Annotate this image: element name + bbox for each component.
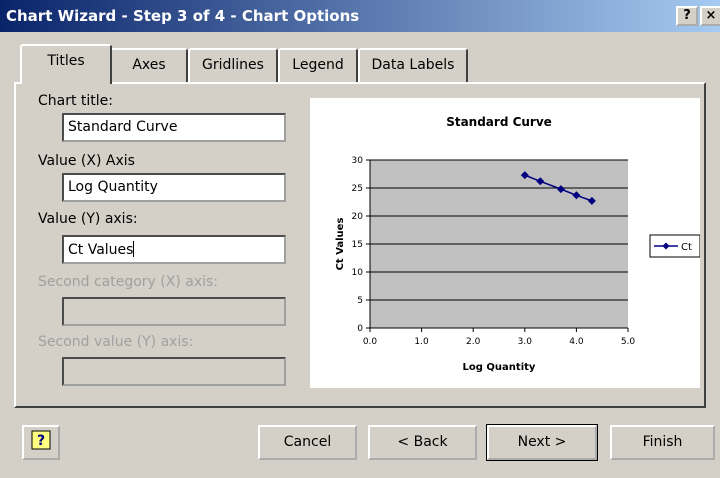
y-tick-label: 25 — [352, 184, 363, 194]
field-label: Value (X) Axis — [38, 153, 135, 169]
tab[interactable]: Data Labels — [358, 48, 468, 82]
y-tick-label: 20 — [352, 212, 364, 222]
chart-preview: Standard Curve 0 5 10 15 20 25 30 0.0 1.0 2.0 3.0 4.… — [310, 98, 700, 388]
field-label: Second value (Y) axis: — [38, 334, 194, 350]
field-label: Value (Y) axis: — [38, 211, 138, 227]
y-tick-label: 10 — [352, 268, 364, 278]
legend-marker — [662, 242, 670, 250]
tab[interactable]: Legend — [278, 48, 358, 82]
close-button[interactable]: × — [700, 6, 720, 26]
point-marker — [572, 191, 581, 200]
help-caption-button[interactable]: ? — [676, 6, 698, 26]
tab[interactable]: Gridlines — [188, 48, 278, 82]
text-input — [62, 357, 286, 386]
point-marker — [587, 196, 596, 205]
x-axis-label: Log Quantity — [463, 362, 536, 373]
x-tick-label: 4.0 — [569, 337, 584, 347]
y-axis-label: Ct Values — [335, 218, 346, 271]
x-tick-label: 5.0 — [621, 337, 636, 347]
text-input[interactable]: Standard Curve — [62, 113, 286, 142]
tab-panel — [14, 82, 706, 408]
text-input — [62, 297, 286, 326]
y-tick-label: 0 — [357, 324, 363, 334]
help-button[interactable]: ? — [22, 425, 60, 460]
text-input[interactable]: Log Quantity — [62, 173, 286, 202]
help-icon-box — [31, 430, 51, 450]
tab[interactable]: Titles — [20, 44, 112, 84]
tab[interactable]: Axes — [110, 48, 188, 82]
button[interactable]: < Back — [368, 425, 477, 460]
text-input[interactable]: Ct Values — [62, 235, 286, 264]
point-marker — [520, 171, 529, 180]
button[interactable]: Cancel — [258, 425, 357, 460]
y-tick-label: 30 — [352, 156, 364, 166]
x-tick-label: 1.0 — [414, 337, 429, 347]
x-tick-label: 3.0 — [518, 337, 533, 347]
button[interactable]: Next > — [486, 424, 598, 461]
help-icon-text: ? — [37, 433, 45, 449]
button[interactable]: Finish — [610, 425, 715, 460]
help-icon: ? — [31, 430, 51, 450]
title-bar: Chart Wizard - Step 3 of 4 - Chart Optio… — [0, 0, 720, 32]
field-label: Chart title: — [38, 93, 114, 109]
x-tick-label: 2.0 — [466, 337, 481, 347]
text-cursor — [133, 241, 135, 257]
field-label: Second category (X) axis: — [38, 274, 219, 290]
chart-title: Standard Curve — [446, 115, 552, 129]
y-tick-label: 5 — [357, 296, 363, 306]
y-tick-label: 15 — [352, 240, 363, 250]
legend-label: Ct — [681, 242, 692, 253]
x-tick-label: 0.0 — [363, 337, 378, 347]
point-marker — [556, 185, 565, 194]
point-marker — [536, 177, 545, 186]
window-title: Chart Wizard - Step 3 of 4 - Chart Optio… — [6, 7, 360, 25]
